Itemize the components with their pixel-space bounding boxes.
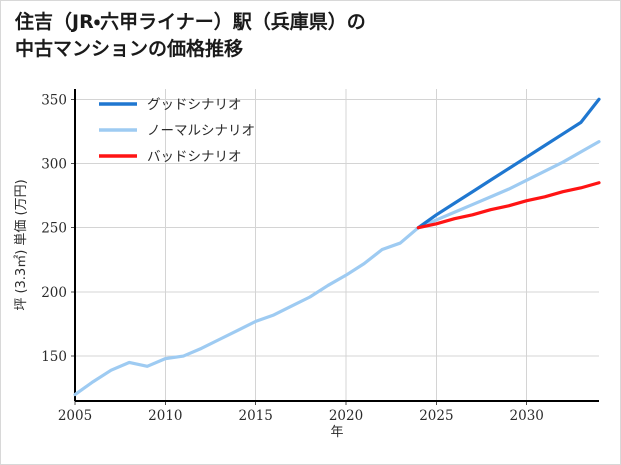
x-axis-tick-labels: 2005 2010 2015 2020 2025 2030 <box>58 408 544 424</box>
data-series <box>73 97 601 397</box>
y-axis-tick-label: 300 <box>41 156 67 172</box>
x-axis-tick-label: 2020 <box>329 408 363 424</box>
gridlines <box>74 89 599 401</box>
axis-spines <box>74 89 599 402</box>
series-line-1 <box>73 140 601 397</box>
legend-label-1: ノーマルシナリオ <box>147 123 255 139</box>
page-title: 住吉（JR・六甲ライナー）駅（兵庫県）の 中古マンションの価格推移 <box>15 11 366 60</box>
legend-label-2: バッドシナリオ <box>147 149 242 165</box>
x-axis-tick-label: 2010 <box>148 408 182 424</box>
y-axis-tick-label: 150 <box>41 349 67 365</box>
x-axis-tick-label: 2025 <box>419 408 453 424</box>
x-axis-tick-label: 2015 <box>239 408 273 424</box>
x-axis-tick-label: 2005 <box>58 408 92 424</box>
y-axis-tick-label: 200 <box>41 285 67 301</box>
y-axis-tick-label: 250 <box>41 221 67 237</box>
series-line-0 <box>416 97 601 230</box>
x-axis-tick-label: 2030 <box>510 408 544 424</box>
axis-tickmarks <box>71 98 528 405</box>
x-axis-title: 年 <box>330 425 343 440</box>
legend-label-0: グッドシナリオ <box>147 97 242 113</box>
y-axis-tick-labels: 150 200 250 300 350 <box>41 92 67 365</box>
y-axis-title: 坪 (3.3㎡) 単価 (万円) <box>13 179 29 310</box>
y-axis-tick-label: 350 <box>41 92 67 108</box>
series-line-2 <box>416 181 601 230</box>
